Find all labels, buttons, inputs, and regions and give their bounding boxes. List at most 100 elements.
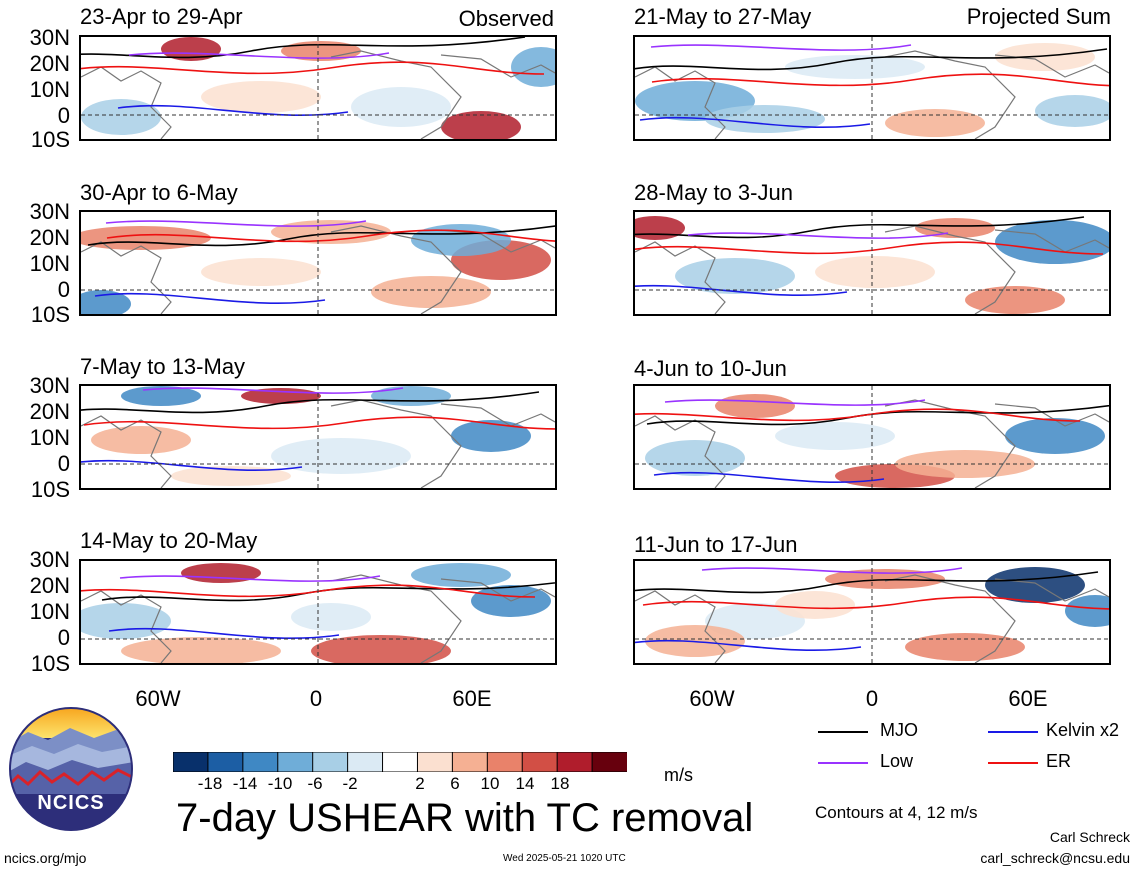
- colorbar-label: 10: [480, 774, 500, 793]
- shear-anomaly-region: [915, 218, 995, 238]
- legend-swatch-mjo: [818, 731, 868, 733]
- y-tick: 20N: [29, 51, 70, 76]
- y-tick: 0: [57, 625, 70, 650]
- y-tick: 10N: [29, 599, 70, 624]
- legend-label-er: ER: [1046, 751, 1072, 771]
- legend-swatch-low: [818, 762, 868, 764]
- y-tick: 10S: [30, 477, 70, 502]
- legend-label-low: Low: [880, 751, 914, 771]
- colorbar-label: 18: [550, 774, 570, 793]
- y-tick: 0: [57, 277, 70, 302]
- colorbar-label: -10: [267, 774, 293, 793]
- footer-url[interactable]: ncics.org/mjo: [4, 850, 87, 866]
- map-panel-7: [633, 384, 1111, 490]
- shear-anomaly-region: [161, 37, 221, 61]
- map-panel-1: [79, 35, 557, 141]
- shear-anomaly-region: [965, 286, 1065, 314]
- colorbar-swatch: [556, 751, 594, 773]
- colorbar-swatch: [242, 751, 279, 773]
- shear-anomaly-region: [81, 603, 171, 639]
- shear-anomaly-region: [715, 394, 795, 418]
- map-panel-5: [633, 35, 1111, 141]
- contour-line: [119, 575, 381, 582]
- shear-anomaly-region: [775, 422, 895, 450]
- contour-line: [635, 639, 862, 652]
- shear-anomaly-region: [885, 109, 985, 137]
- shear-anomaly-region: [511, 47, 555, 87]
- panel-title-3: 7-May to 13-May: [80, 354, 246, 379]
- colorbar-swatch: [451, 751, 489, 773]
- colorbar-swatch: [486, 751, 524, 773]
- shear-anomaly-region: [411, 224, 511, 256]
- map-panel-2: [79, 210, 557, 316]
- coastline: [635, 66, 726, 139]
- contour-line: [81, 37, 526, 59]
- colorbar-swatch: [172, 751, 209, 773]
- contour-line: [106, 229, 555, 243]
- footer-email[interactable]: carl_schreck@ncsu.edu: [980, 850, 1130, 866]
- colorbar-swatch: [312, 751, 349, 773]
- contour-line: [635, 408, 1081, 422]
- contour-line: [105, 220, 367, 227]
- map-panel-8: [633, 559, 1111, 665]
- shear-map: [81, 561, 555, 663]
- contour-line: [108, 627, 340, 640]
- coastline: [330, 225, 462, 314]
- coastline: [440, 54, 555, 78]
- y-tick: 10N: [29, 77, 70, 102]
- y-tick: 10S: [30, 302, 70, 327]
- panel-title-2: 30-Apr to 6-May: [80, 180, 238, 205]
- x-tick: 0: [309, 686, 323, 711]
- shear-anomaly-region: [995, 43, 1095, 71]
- x-tick: 60W: [689, 686, 735, 711]
- y-tick: 30N: [29, 547, 70, 572]
- shear-anomaly-region: [825, 569, 945, 589]
- contour-note: Contours at 4, 12 m/s: [815, 803, 978, 822]
- ncics-logo: NCICS: [8, 706, 134, 832]
- coastline: [635, 415, 726, 488]
- shear-anomaly-region: [1065, 595, 1109, 627]
- shear-anomaly-region: [411, 563, 511, 587]
- shear-anomaly-region: [1005, 418, 1105, 454]
- coastline: [440, 229, 555, 253]
- legend-label-kelvin: Kelvin x2: [1046, 720, 1120, 740]
- shear-map: [81, 386, 555, 488]
- coastline: [440, 578, 555, 602]
- contour-line: [664, 399, 926, 406]
- contour-line: [81, 61, 545, 75]
- contour-line: [651, 73, 1109, 87]
- x-tick: 60W: [135, 686, 181, 711]
- shear-anomaly-region: [815, 256, 935, 288]
- y-tick: 10S: [30, 127, 70, 152]
- shear-anomaly-region: [201, 81, 321, 113]
- panel-title-6: 28-May to 3-Jun: [634, 180, 793, 205]
- colorbar-swatch: [591, 751, 628, 773]
- colorbar-swatch: [521, 751, 559, 773]
- shear-anomaly-region: [1035, 95, 1109, 127]
- colorbar-label: -6: [307, 774, 323, 793]
- logo-text: NCICS: [37, 792, 105, 814]
- y-tick: 20N: [29, 399, 70, 424]
- coastline: [994, 403, 1109, 427]
- panel-title-4: 14-May to 20-May: [80, 528, 258, 553]
- y-tick: 10N: [29, 425, 70, 450]
- coastline: [81, 66, 172, 139]
- y-tick: 0: [57, 103, 70, 128]
- shear-anomaly-region: [91, 426, 191, 454]
- coastline: [81, 590, 172, 663]
- projected-label: Projected Sum: [966, 4, 1111, 29]
- contour-line: [83, 416, 555, 430]
- coastline: [330, 574, 462, 663]
- colorbar-label: -2: [342, 774, 358, 793]
- contour-line: [635, 241, 1104, 255]
- shear-anomaly-region: [311, 635, 451, 663]
- contour-line: [653, 471, 885, 484]
- contour-line: [642, 596, 1109, 610]
- contour-line: [650, 44, 912, 51]
- contour-line: [687, 232, 949, 239]
- shear-anomaly-region: [171, 466, 291, 486]
- colorbar-swatch: [207, 751, 244, 773]
- y-tick: 20N: [29, 225, 70, 250]
- main-title: 7-day USHEAR with TC removal: [176, 796, 754, 840]
- legend-label-mjo: MJO: [880, 720, 918, 740]
